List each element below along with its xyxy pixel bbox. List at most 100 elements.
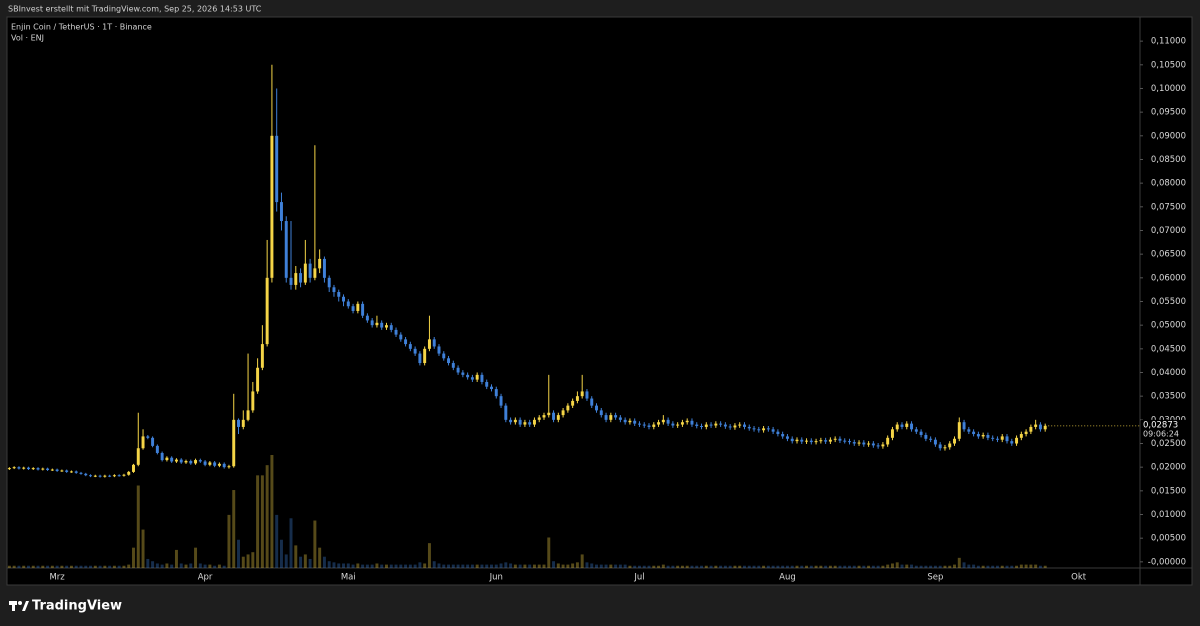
candle-body (31, 468, 35, 470)
candle-body (518, 419, 522, 425)
volume-bar (136, 485, 140, 568)
y-tick-label: 0,00500 (1151, 534, 1186, 544)
volume-bar (623, 564, 627, 568)
candle-body (948, 443, 952, 448)
candle-body (370, 320, 374, 326)
candle-body (308, 263, 312, 278)
candle-body (652, 424, 656, 427)
candle-body (685, 420, 689, 423)
volume-bar (327, 561, 331, 568)
y-tick-label: 0,04500 (1151, 344, 1186, 354)
volume-bar (1015, 565, 1019, 568)
volume-bar (991, 565, 995, 568)
last-price-tag (1141, 419, 1187, 439)
candle-body (876, 445, 880, 447)
volume-bar (704, 565, 708, 568)
candle-body (814, 441, 818, 443)
candle-body (222, 463, 226, 468)
candle-body (466, 374, 470, 378)
volume-bar (389, 564, 393, 568)
candle-body (757, 429, 761, 431)
x-tick-label: Jun (489, 573, 503, 583)
candle-body (141, 436, 145, 449)
volume-bar (828, 565, 832, 568)
candle-body (60, 470, 64, 472)
y-tick-label: 0,06500 (1151, 250, 1186, 260)
candle-body (676, 424, 680, 426)
y-tick-label: 0,10500 (1151, 60, 1186, 70)
candle-body (642, 424, 646, 426)
volume-bar (337, 563, 341, 568)
volume-bar (485, 564, 489, 568)
volume-bar (747, 565, 751, 568)
candle-body (189, 461, 193, 464)
candle-body (614, 415, 618, 418)
volume-bar (322, 556, 326, 568)
candle-body (7, 468, 11, 470)
volume-bar (910, 564, 914, 568)
volume-bar (251, 552, 255, 568)
candle-body (270, 135, 274, 278)
volume-bar (924, 565, 928, 568)
candle-body (976, 434, 980, 437)
candle-body (84, 473, 88, 476)
y-tick-label: 0,02000 (1151, 463, 1186, 473)
volume-layer (7, 455, 1047, 568)
volume-bar (284, 554, 288, 568)
volume-bar (146, 558, 150, 568)
volume-bar (824, 565, 828, 568)
candle-body (938, 444, 942, 449)
volume-bar (60, 565, 64, 568)
y-tick-label: 0,05500 (1151, 297, 1186, 307)
volume-bar (890, 563, 894, 568)
volume-bar (237, 539, 240, 568)
volume-bar (728, 565, 732, 568)
volume-bar (962, 562, 966, 568)
volume-bar (399, 564, 403, 568)
candle-body (843, 440, 847, 442)
volume-bar (155, 563, 159, 568)
candle-body (657, 422, 661, 425)
volume-bar (356, 563, 360, 568)
volume-bar (127, 564, 131, 568)
volume-bar (346, 563, 350, 568)
volume-bar (1019, 564, 1023, 568)
candle-body (318, 258, 322, 269)
volume-bar (475, 564, 479, 568)
volume-bar (647, 565, 651, 568)
volume-bar (666, 565, 670, 568)
volume-bar (308, 558, 312, 568)
volume-bar (781, 565, 785, 568)
candle-body (165, 457, 169, 461)
candle-body (752, 428, 756, 430)
candle-body (79, 472, 83, 474)
candle-body (184, 461, 188, 463)
volume-bar (418, 562, 422, 568)
candle-body (46, 468, 50, 471)
volume-bar (571, 563, 575, 568)
candle-body (385, 325, 388, 328)
candle-body (289, 277, 293, 285)
logo-shape (12, 601, 15, 611)
candle-body (542, 415, 546, 418)
candle-body (800, 439, 804, 442)
candle-body (886, 437, 890, 445)
volume-bar (537, 564, 541, 568)
candle-body (714, 423, 718, 426)
candle-body (1034, 424, 1038, 427)
volume-bar (556, 563, 560, 568)
candle-body (762, 428, 766, 431)
volume-bar (351, 564, 355, 568)
y-tick-label: 0,09500 (1151, 108, 1186, 118)
candle-body (1029, 426, 1033, 432)
candle-body (766, 428, 770, 430)
volume-bar (905, 564, 909, 568)
volume-bar (490, 564, 493, 568)
candle-body (27, 467, 30, 470)
candle-body (117, 475, 121, 477)
volume-bar (948, 565, 952, 568)
candle-body (914, 429, 918, 432)
volume-bar (504, 562, 508, 568)
candle-body (217, 463, 221, 466)
